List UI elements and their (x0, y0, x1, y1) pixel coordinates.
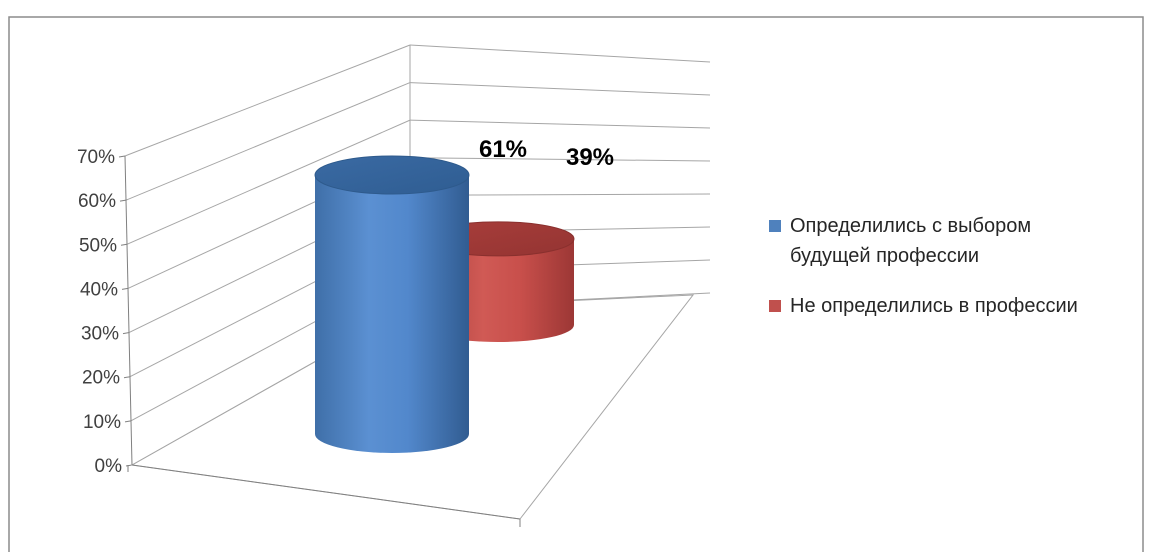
gridline-left (125, 82, 411, 201)
gridline-left (126, 119, 411, 245)
data-label: 39% (566, 144, 614, 171)
bar-body (315, 175, 469, 453)
y-tick-label: 40% (80, 279, 118, 300)
y-axis-labels: 0% 10% 20% 30% 40% 50% 60% 70% (77, 147, 122, 477)
gridline-left (124, 44, 411, 157)
legend-label: Не определились в профессии (790, 295, 1078, 317)
y-tick (124, 420, 132, 423)
data-labels: 61% 39% (479, 136, 614, 171)
chart-bars (314, 155, 575, 453)
y-tick (120, 243, 128, 246)
y-tick (123, 376, 131, 379)
y-tick-label: 0% (95, 456, 123, 477)
y-tick (121, 287, 129, 290)
floor-front-edge (131, 464, 521, 520)
gridline-back (409, 119, 711, 129)
legend-item: Определились с выбором будущей профессии (769, 215, 1031, 267)
y-axis-line (124, 155, 133, 466)
gridline-back (409, 82, 711, 96)
bar-top (314, 155, 470, 195)
legend-item: Не определились в профессии (769, 295, 1078, 317)
chart-frame (8, 16, 1144, 557)
y-tick-label: 20% (82, 368, 120, 389)
bar-determined (314, 155, 470, 453)
y-tick-label: 10% (83, 412, 121, 433)
legend: Определились с выбором будущей профессии Н… (769, 215, 1078, 317)
legend-swatch (769, 300, 781, 312)
data-label: 61% (479, 136, 527, 163)
y-tick-label: 50% (79, 235, 117, 256)
gridline-back (409, 157, 711, 162)
legend-label: Определились с выбором (790, 215, 1031, 237)
y-tick (119, 199, 127, 202)
y-tick (122, 332, 130, 335)
y-tick-label: 60% (78, 191, 116, 212)
y-tick-label: 70% (77, 147, 115, 168)
gridline-back (409, 44, 711, 63)
legend-label: будущей профессии (790, 245, 979, 267)
y-tick-label: 30% (81, 324, 119, 345)
legend-swatch (769, 220, 781, 232)
y-tick (118, 155, 126, 158)
